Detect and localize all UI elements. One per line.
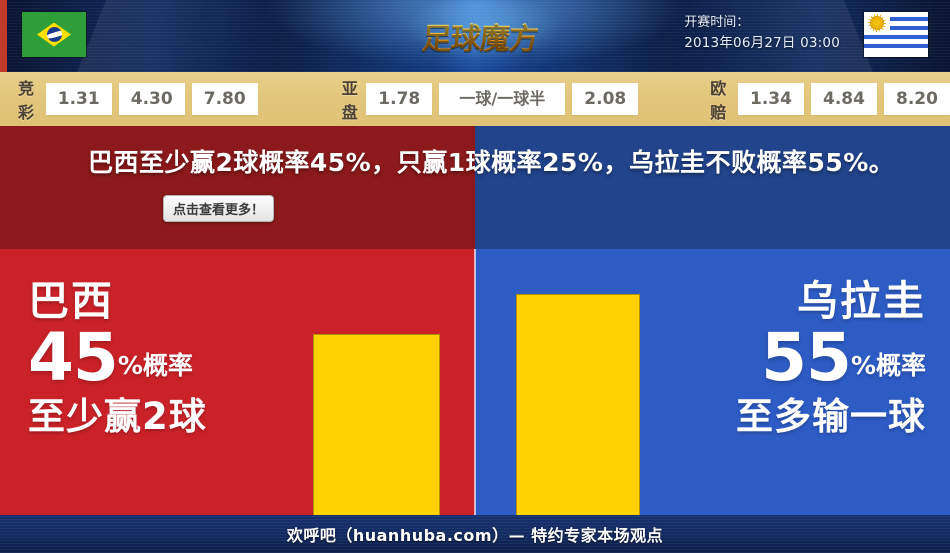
probability-panels: 巴西 45 %概率 至少赢2球 乌拉圭 55 %概率 至多输一球 [0,249,950,515]
odds-cell-oupei-draw[interactable]: 4.84 [811,83,877,115]
brazil-flag-band [46,28,62,41]
kickoff-time: 开赛时间： 2013年06月27日 03:00 [684,13,840,53]
uruguay-team-name: 乌拉圭 [797,277,926,325]
odds-label-oupei: 欧赔 [710,79,728,122]
odds-cell-oupei-away[interactable]: 8.20 [884,83,950,115]
odds-cell-jingcai-away[interactable]: 7.80 [191,83,258,115]
site-logo-text: 足球魔方 [420,14,539,58]
brazil-percent-value: 45 [28,319,119,396]
header-bar: 足球魔方 开赛时间： 2013年06月27日 03:00 [0,0,950,72]
footer-credit: 欢呼吧（huanhuba.com）— 特约专家本场观点 [286,526,664,545]
footer-bar: 欢呼吧（huanhuba.com）— 特约专家本场观点 [0,515,950,553]
odds-cell-oupei-home[interactable]: 1.34 [738,83,804,115]
odds-cell-yapan-home[interactable]: 1.78 [366,83,433,115]
uruguay-stat-block: 乌拉圭 55 %概率 至多输一球 [736,279,926,439]
odds-group-jingcai: 竞彩 1.31 4.30 7.80 [18,75,258,123]
uruguay-flag-stripe [864,43,928,48]
uruguay-flag-stripe [864,25,928,30]
brazil-flag [22,12,86,57]
bar-brazil [313,334,440,515]
left-accent-strip [0,0,7,72]
odds-label-yapan: 亚盘 [341,79,359,122]
kickoff-label: 开赛时间： [684,15,750,30]
odds-cell-yapan-away[interactable]: 2.08 [572,83,639,115]
uruguay-flag-stripe [864,34,928,39]
click-more-tooltip[interactable]: 点击查看更多！ [163,195,275,222]
brazil-percent-row: 45 %概率 [28,319,207,396]
odds-group-yapan: 亚盘 1.78 一球/一球半 2.08 [342,75,639,123]
odds-group-oupei: 欧赔 1.34 4.84 8.20 [710,75,950,123]
brazil-outcome-label: 至少赢2球 [28,395,207,438]
brazil-stat-block: 巴西 45 %概率 至少赢2球 [28,279,207,439]
brazil-team-name: 巴西 [28,277,114,325]
brazil-percent-unit: %概率 [117,351,193,380]
panel-brazil: 巴西 45 %概率 至少赢2球 [0,249,475,515]
uruguay-flag [864,12,928,57]
uruguay-percent-unit: %概率 [850,351,926,380]
brazil-flag-globe [46,27,62,42]
odds-cell-jingcai-draw[interactable]: 4.30 [118,83,185,115]
odds-cell-yapan-handicap[interactable]: 一球/一球半 [439,83,566,115]
uruguay-outcome-label: 至多输一球 [736,395,926,438]
odds-bar: 竞彩 1.31 4.30 7.80 亚盘 1.78 一球/一球半 2.08 欧赔… [0,72,950,126]
odds-cell-jingcai-home[interactable]: 1.31 [45,83,112,115]
kickoff-value: 2013年06月27日 03:00 [684,35,840,51]
bar-uruguay [516,294,640,515]
uruguay-percent-value: 55 [761,319,852,396]
header-light-streak-left [65,0,275,72]
headline-text: 巴西至少赢2球概率45%，只赢1球概率25%，乌拉圭不败概率55%。 [88,148,895,177]
uruguay-percent-row: 55 %概率 [736,319,926,396]
headline-band: 巴西至少赢2球概率45%，只赢1球概率25%，乌拉圭不败概率55%。 [0,126,950,249]
uruguay-flag-stripe [864,16,928,21]
sun-of-may-icon [868,14,886,32]
odds-label-jingcai: 竞彩 [18,79,36,122]
panel-divider [474,249,476,515]
site-logo[interactable]: 足球魔方 [400,0,560,72]
